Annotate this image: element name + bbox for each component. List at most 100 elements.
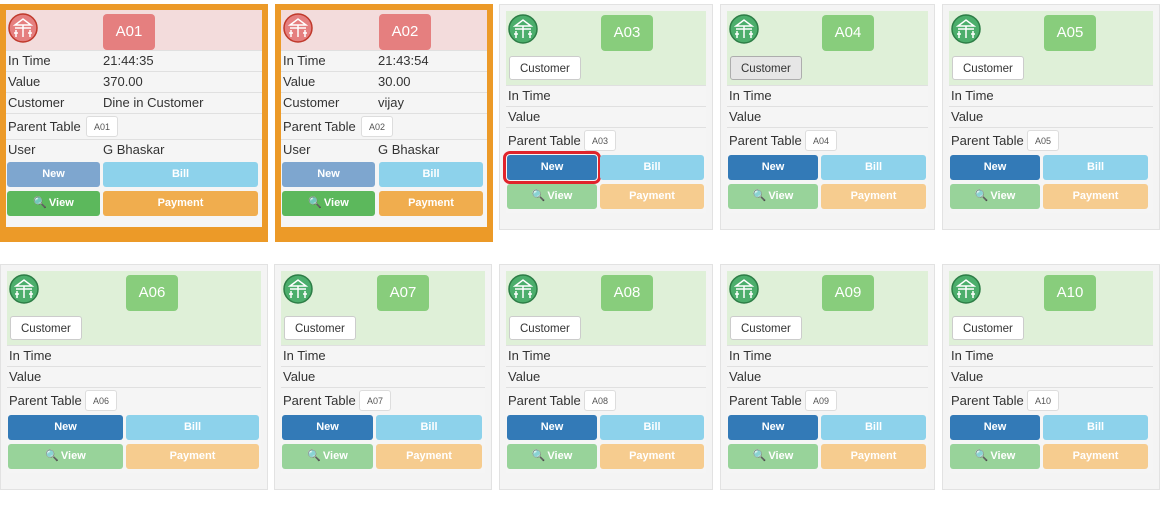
customer-button[interactable]: Customer [952, 316, 1024, 340]
parent-table-field[interactable]: A07 [359, 390, 392, 411]
customer-button[interactable]: Customer [509, 56, 581, 80]
bill-button[interactable]: Bill [1043, 155, 1148, 180]
value-label: Value [729, 369, 762, 384]
search-icon: 🔍 [974, 450, 989, 462]
view-button[interactable]: 🔍 View [507, 444, 597, 469]
new-button[interactable]: New [282, 415, 373, 440]
payment-button[interactable]: Payment [103, 191, 258, 216]
table-number-badge[interactable]: A01 [103, 14, 155, 50]
parent-table-field[interactable]: A04 [805, 130, 838, 151]
table-card-a03: A03 Customer In Time Value Parent Table A… [499, 4, 713, 230]
search-icon: 🔍 [307, 450, 321, 462]
view-button[interactable]: 🔍 View [950, 184, 1040, 209]
new-button[interactable]: New [950, 155, 1040, 180]
parent-table-field[interactable]: A01 [86, 116, 119, 137]
parent-table-row: Parent Table A05 [949, 127, 1153, 153]
bill-button[interactable]: Bill [600, 415, 704, 440]
view-button[interactable]: 🔍 View [728, 184, 818, 209]
parent-table-field[interactable]: A10 [1027, 390, 1060, 411]
user-label: User [8, 142, 36, 157]
new-button[interactable]: New [7, 162, 100, 187]
new-button[interactable]: New [8, 415, 123, 440]
table-number-badge[interactable]: A03 [601, 15, 653, 51]
customer-label: Customer [8, 95, 65, 110]
bill-button[interactable]: Bill [126, 415, 259, 440]
action-buttons: New Bill 🔍 View Payment [727, 415, 928, 473]
payment-button[interactable]: Payment [600, 444, 704, 469]
value-row: Value [949, 366, 1153, 387]
new-button[interactable]: New [507, 415, 597, 440]
table-number-badge[interactable]: A02 [379, 14, 431, 50]
table-number-badge[interactable]: A05 [1044, 15, 1096, 51]
bill-button[interactable]: Bill [376, 415, 482, 440]
value-row: Value 30.00 [281, 71, 487, 92]
customer-button[interactable]: Customer [284, 316, 356, 340]
customer-button[interactable]: Customer [509, 316, 581, 340]
table-number-badge[interactable]: A06 [126, 275, 178, 311]
in-time-row: In Time [727, 345, 928, 366]
user-name: G Bhaskar [103, 142, 165, 157]
table-number-badge[interactable]: A09 [822, 275, 874, 311]
view-button[interactable]: 🔍 View [7, 191, 100, 216]
table-panel: A04 Customer In Time Value Parent Table A… [727, 11, 928, 213]
dining-table-icon [283, 274, 313, 304]
action-buttons: New Bill 🔍 View Payment [503, 151, 706, 213]
new-button[interactable]: New [950, 415, 1040, 440]
bill-button[interactable]: Bill [600, 155, 704, 180]
view-button[interactable]: 🔍 View [507, 184, 597, 209]
parent-table-field[interactable]: A06 [85, 390, 118, 411]
search-icon: 🔍 [45, 450, 59, 462]
parent-table-field[interactable]: A02 [361, 116, 394, 137]
table-number-badge[interactable]: A10 [1044, 275, 1096, 311]
payment-button[interactable]: Payment [821, 444, 926, 469]
parent-table-field[interactable]: A03 [584, 130, 617, 151]
payment-button[interactable]: Payment [379, 191, 483, 216]
customer-button[interactable]: Customer [730, 56, 802, 80]
bill-button[interactable]: Bill [821, 155, 926, 180]
new-button[interactable]: New [728, 415, 818, 440]
table-panel: A07 Customer In Time Value Parent Table A… [281, 271, 485, 473]
parent-table-field[interactable]: A08 [584, 390, 617, 411]
view-button[interactable]: 🔍 View [282, 444, 373, 469]
bill-button[interactable]: Bill [103, 162, 258, 187]
customer-button[interactable]: Customer [10, 316, 82, 340]
parent-table-label: Parent Table [729, 393, 802, 408]
view-button[interactable]: 🔍 View [950, 444, 1040, 469]
payment-button[interactable]: Payment [600, 184, 704, 209]
payment-button[interactable]: Payment [1043, 184, 1148, 209]
parent-table-field[interactable]: A05 [1027, 130, 1060, 151]
parent-table-label: Parent Table [9, 393, 82, 408]
payment-button[interactable]: Payment [376, 444, 482, 469]
in-time-label: In Time [508, 348, 551, 363]
view-button[interactable]: 🔍 View [8, 444, 123, 469]
value-row: Value [949, 106, 1153, 127]
new-button[interactable]: New [282, 162, 375, 187]
view-button[interactable]: 🔍 View [282, 191, 375, 216]
new-button[interactable]: New [503, 151, 601, 184]
dining-table-icon [9, 274, 39, 304]
table-panel: A02 In Time 21:43:54 Value 30.00 Customer v… [281, 10, 487, 227]
new-button[interactable]: New [728, 155, 818, 180]
payment-button[interactable]: Payment [1043, 444, 1148, 469]
view-button[interactable]: 🔍 View [728, 444, 818, 469]
dining-table-icon [951, 14, 981, 44]
view-label: View [768, 450, 794, 462]
value-label: Value [283, 74, 316, 89]
payment-button[interactable]: Payment [126, 444, 259, 469]
bill-button[interactable]: Bill [821, 415, 926, 440]
parent-table-field[interactable]: A09 [805, 390, 838, 411]
parent-table-row: Parent Table A08 [506, 387, 706, 413]
bill-button[interactable]: Bill [1043, 415, 1148, 440]
table-number-badge[interactable]: A07 [377, 275, 429, 311]
customer-button[interactable]: Customer [952, 56, 1024, 80]
table-card-a08: A08 Customer In Time Value Parent Table A… [499, 264, 713, 490]
parent-table-row: Parent Table A10 [949, 387, 1153, 413]
table-number-badge[interactable]: A04 [822, 15, 874, 51]
payment-button[interactable]: Payment [821, 184, 926, 209]
table-panel: A05 Customer In Time Value Parent Table A… [949, 11, 1153, 213]
table-card-a06: A06 Customer In Time Value Parent Table A… [0, 264, 268, 490]
value-label: Value [508, 369, 541, 384]
bill-button[interactable]: Bill [379, 162, 483, 187]
table-number-badge[interactable]: A08 [601, 275, 653, 311]
customer-button[interactable]: Customer [730, 316, 802, 340]
